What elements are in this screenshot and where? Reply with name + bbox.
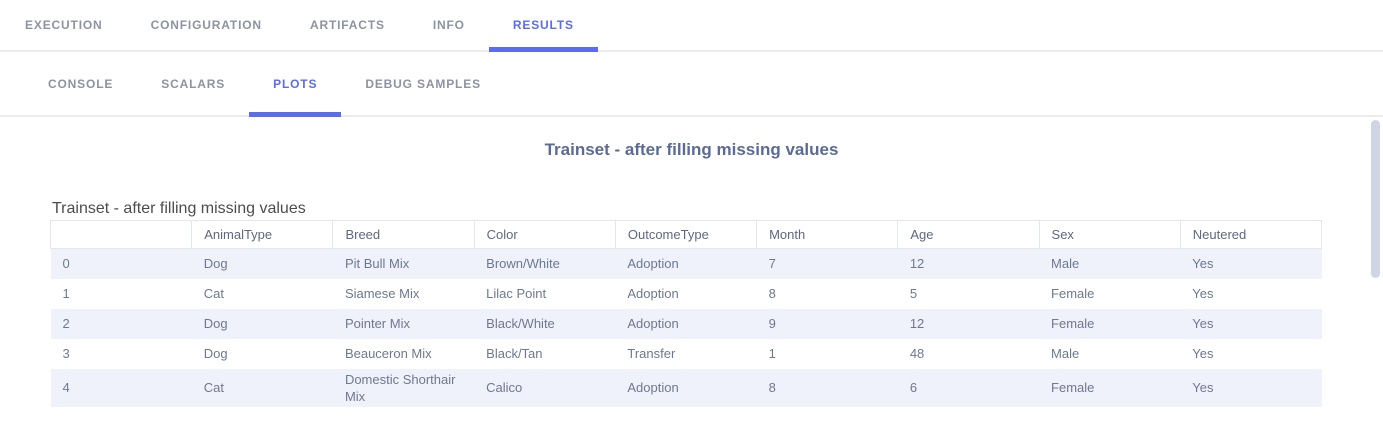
cell-animaltype: Dog	[191, 308, 333, 339]
tab-console[interactable]: CONSOLE	[48, 76, 114, 91]
cell-sex: Male	[1039, 248, 1181, 279]
cell-breed: Siamese Mix	[332, 278, 475, 309]
col-header-color: Color	[473, 220, 616, 249]
tab-execution[interactable]: EXECUTION	[25, 18, 103, 32]
cell-color: Black/White	[474, 308, 616, 339]
col-header-breed: Breed	[332, 220, 475, 249]
cell-animaltype: Dog	[191, 248, 333, 279]
col-header-neutered: Neutered	[1179, 220, 1323, 249]
cell-index: 3	[50, 338, 192, 369]
cell-index: 4	[50, 368, 192, 407]
cell-breed: Beauceron Mix	[332, 338, 475, 369]
cell-month: 1	[756, 338, 898, 369]
cell-animaltype: Cat	[191, 368, 333, 407]
tab-info[interactable]: INFO	[432, 18, 465, 32]
table-header-row: AnimalType Breed Color OutcomeType Month…	[49, 220, 1323, 249]
scrollbar-thumb[interactable]	[1371, 120, 1380, 278]
cell-age: 6	[897, 368, 1040, 407]
cell-age: 48	[897, 338, 1040, 369]
cell-outcometype: Transfer	[615, 338, 757, 369]
tab-plots[interactable]: PLOTS	[249, 52, 342, 117]
tab-results[interactable]: RESULTS	[488, 0, 598, 52]
cell-neutered: Yes	[1180, 368, 1322, 407]
cell-sex: Female	[1039, 368, 1181, 407]
col-header-age: Age	[897, 220, 1040, 249]
cell-age: 12	[897, 248, 1040, 279]
cell-sex: Male	[1039, 338, 1181, 369]
col-header-month: Month	[756, 220, 899, 249]
cell-breed: Pit Bull Mix	[332, 248, 475, 279]
cell-month: 9	[756, 308, 898, 339]
cell-index: 2	[50, 308, 192, 339]
cell-breed: Pointer Mix	[332, 308, 475, 339]
cell-month: 7	[756, 248, 898, 279]
cell-age: 5	[897, 278, 1040, 309]
cell-outcometype: Adoption	[615, 278, 757, 309]
scrollbar-track[interactable]	[1370, 119, 1383, 438]
cell-neutered: Yes	[1180, 308, 1322, 339]
cell-color: Brown/White	[474, 248, 616, 279]
cell-outcometype: Adoption	[615, 368, 757, 407]
cell-color: Lilac Point	[474, 278, 616, 309]
cell-neutered: Yes	[1180, 278, 1322, 309]
plot-title: Trainset - after filling missing values	[544, 140, 839, 159]
trainset-table: AnimalType Breed Color OutcomeType Month…	[49, 220, 1323, 407]
col-header-sex: Sex	[1038, 220, 1181, 249]
col-header-outcometype: OutcomeType	[614, 220, 758, 249]
table-row: 3 Dog Beauceron Mix Black/Tan Transfer 1…	[50, 338, 1322, 369]
cell-color: Calico	[474, 368, 616, 407]
cell-color: Black/Tan	[474, 338, 616, 369]
col-header-animaltype: AnimalType	[191, 220, 334, 249]
cell-month: 8	[756, 278, 898, 309]
cell-animaltype: Cat	[191, 278, 333, 309]
cell-outcometype: Adoption	[615, 308, 757, 339]
cell-outcometype: Adoption	[615, 248, 757, 279]
cell-breed: Domestic Shorthair Mix	[332, 368, 475, 407]
plots-panel: Trainset - after filling missing values …	[0, 140, 1383, 407]
results-subtabs-bar: CONSOLE SCALARS PLOTS DEBUG SAMPLES	[0, 52, 1383, 117]
cell-index: 1	[50, 278, 192, 309]
table-row: 2 Dog Pointer Mix Black/White Adoption 9…	[50, 308, 1322, 339]
table-row: 0 Dog Pit Bull Mix Brown/White Adoption …	[50, 248, 1322, 279]
cell-age: 12	[897, 308, 1040, 339]
table-plot-title: Trainset - after filling missing values	[52, 200, 306, 217]
table-row: 1 Cat Siamese Mix Lilac Point Adoption 8…	[50, 278, 1322, 309]
cell-sex: Female	[1039, 308, 1181, 339]
cell-index: 0	[50, 248, 192, 279]
tab-configuration[interactable]: CONFIGURATION	[150, 18, 262, 32]
tab-debug-samples[interactable]: DEBUG SAMPLES	[365, 76, 481, 91]
tab-scalars[interactable]: SCALARS	[161, 76, 226, 91]
table-row: 4 Cat Domestic Shorthair Mix Calico Adop…	[50, 368, 1322, 407]
cell-animaltype: Dog	[191, 338, 333, 369]
cell-sex: Female	[1039, 278, 1181, 309]
experiment-tabs-bar: EXECUTION CONFIGURATION ARTIFACTS INFO R…	[0, 0, 1383, 52]
cell-month: 8	[756, 368, 898, 407]
cell-neutered: Yes	[1180, 248, 1322, 279]
tab-artifacts[interactable]: ARTIFACTS	[309, 18, 385, 32]
col-header-index	[49, 220, 193, 249]
cell-neutered: Yes	[1180, 338, 1322, 369]
